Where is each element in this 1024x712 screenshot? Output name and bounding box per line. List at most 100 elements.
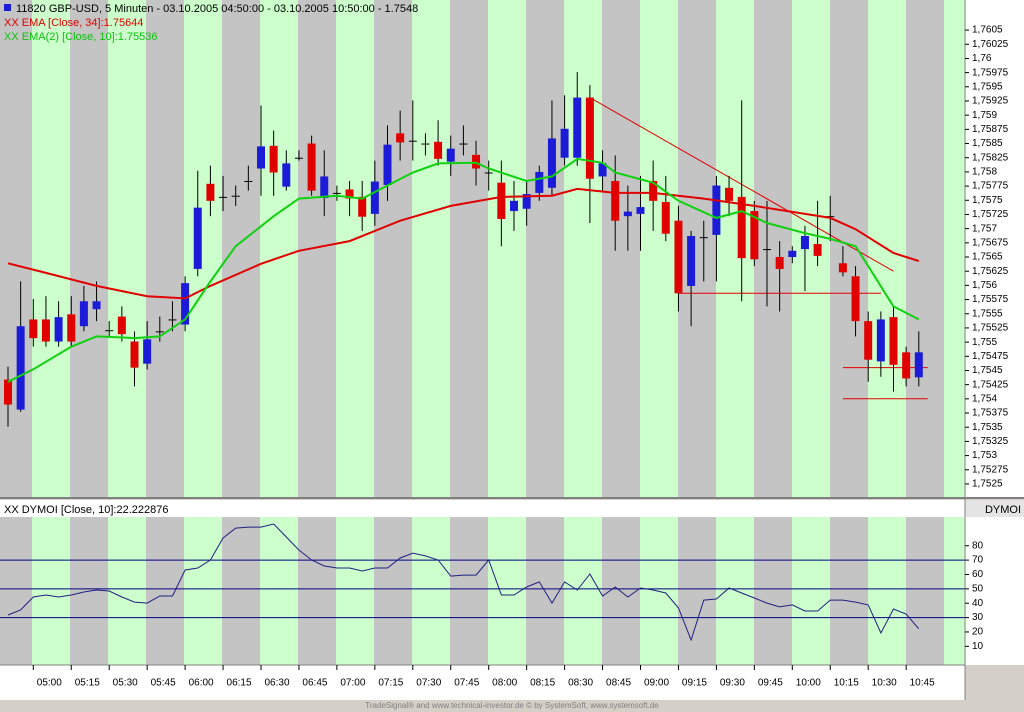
candle-body: [914, 352, 923, 378]
band-green: [640, 0, 678, 497]
x-tick-label: 08:30: [568, 678, 593, 689]
x-tick-label: 06:15: [227, 678, 252, 689]
x-tick-label: 09:00: [644, 678, 669, 689]
x-tick-label: 09:45: [758, 678, 783, 689]
y-tick-label: 1,7575: [972, 195, 1003, 206]
candle-body: [775, 257, 784, 269]
band-green: [108, 0, 146, 497]
candle-body: [434, 141, 443, 159]
candle-body: [244, 180, 253, 182]
y-tick-label: 1,756: [972, 280, 997, 291]
candle-body: [788, 250, 797, 258]
y-tick-label: 1,753: [972, 450, 997, 461]
candle-body: [41, 319, 50, 342]
band-green: [336, 517, 374, 665]
candle-body: [307, 143, 316, 191]
candle-body: [219, 196, 228, 198]
y-tick-label: 1,7585: [972, 138, 1003, 149]
y-tick-label: 1,75375: [972, 408, 1009, 419]
candle-body: [826, 216, 835, 218]
band-green: [260, 0, 298, 497]
y-tick-label: 1,7535: [972, 422, 1003, 433]
x-tick-label: 06:00: [189, 678, 214, 689]
chart-title: 11820 GBP-USD, 5 Minuten - 03.10.2005 04…: [16, 3, 418, 15]
x-tick-label: 08:15: [530, 678, 555, 689]
band-green: [488, 0, 526, 497]
candle-body: [623, 211, 632, 217]
band-green: [792, 517, 830, 665]
y-tick-label: 1,75275: [972, 464, 1009, 475]
candle-body: [155, 331, 164, 333]
indicator-title: XX DYMOI [Close, 10]:22.222876: [4, 504, 168, 516]
candle-body: [421, 143, 430, 145]
y-tick-label: 1,75425: [972, 379, 1009, 390]
y-tick-label: 1,759: [972, 110, 997, 121]
candle-body: [130, 341, 139, 368]
x-tick-label: 05:15: [75, 678, 100, 689]
x-tick-label: 06:30: [264, 678, 289, 689]
band-green: [564, 0, 602, 497]
candle-body: [332, 192, 341, 194]
x-tick-label: 07:00: [340, 678, 365, 689]
y-tick-label: 1,75625: [972, 266, 1009, 277]
y-tick-label: 1,758: [972, 167, 997, 178]
candle-body: [396, 133, 405, 143]
band-green: [564, 517, 602, 665]
time-axis-background: [0, 665, 965, 700]
candle-body: [231, 195, 240, 197]
indicator-axis-header: [965, 500, 1024, 517]
y-tick-label: 1,76025: [972, 39, 1009, 50]
band-green: [32, 0, 70, 497]
candle-body: [737, 196, 746, 259]
x-tick-label: 08:00: [492, 678, 517, 689]
candle-body: [838, 263, 847, 273]
candle-body: [358, 196, 367, 217]
x-tick-label: 10:30: [872, 678, 897, 689]
band-green: [184, 0, 222, 497]
candle-body: [193, 207, 202, 269]
indicator-axis-background: [965, 517, 1024, 665]
y-tick-label: 40: [972, 598, 984, 609]
candle-body: [29, 319, 38, 339]
candle-body: [661, 201, 670, 234]
candle-body: [535, 171, 544, 193]
y-tick-label: 1,7525: [972, 479, 1003, 490]
candle-body: [522, 194, 531, 209]
x-tick-label: 07:15: [378, 678, 403, 689]
x-tick-label: 10:00: [796, 678, 821, 689]
y-tick-label: 10: [972, 641, 984, 652]
band-green: [260, 517, 298, 665]
y-tick-label: 70: [972, 555, 984, 566]
candle-body: [800, 236, 809, 250]
candle-body: [649, 180, 658, 201]
indicator-axis-label: DYMOI: [985, 504, 1021, 516]
y-tick-label: 1,754: [972, 393, 997, 404]
y-tick-label: 1,757: [972, 223, 997, 234]
band-green: [108, 517, 146, 665]
symbol-icon: [4, 4, 11, 11]
candle-body: [294, 157, 303, 159]
candle-body: [674, 220, 683, 294]
candle-body: [763, 249, 771, 251]
x-tick-label: 10:45: [910, 678, 935, 689]
candle-body: [687, 236, 696, 286]
y-tick-label: 1,7605: [972, 25, 1003, 36]
candle-body: [459, 143, 468, 145]
y-tick-label: 1,755: [972, 337, 997, 348]
candle-body: [79, 301, 88, 327]
candle-body: [54, 317, 63, 342]
background-bands: [0, 0, 965, 665]
y-tick-label: 1,75925: [972, 96, 1009, 107]
y-tick-label: 1,75675: [972, 237, 1009, 248]
y-tick-label: 1,7555: [972, 308, 1003, 319]
y-tick-label: 60: [972, 569, 984, 580]
y-tick-label: 1,7545: [972, 365, 1003, 376]
candle-body: [206, 183, 215, 201]
band-green: [716, 0, 754, 497]
band-green: [32, 517, 70, 665]
y-tick-label: 1,75975: [972, 67, 1009, 78]
price-axis-background: [965, 0, 1024, 497]
candle-body: [598, 163, 607, 177]
y-tick-label: 1,75475: [972, 351, 1009, 362]
